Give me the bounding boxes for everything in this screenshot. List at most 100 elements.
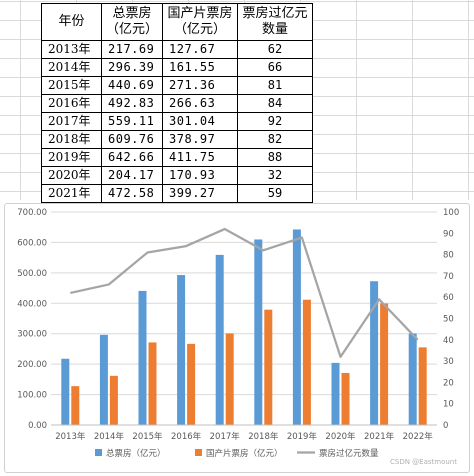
cell-year[interactable]: 2014年 <box>41 58 102 77</box>
bar-total <box>138 290 147 425</box>
cell-total[interactable]: 440.69 <box>100 76 164 95</box>
y-right-tick-label: 0 <box>443 421 448 431</box>
bar-domestic <box>148 342 157 425</box>
x-tick-label: 2022年 <box>403 431 434 442</box>
bar-domestic <box>302 299 311 425</box>
cell-domestic[interactable]: 170.93 <box>162 166 239 185</box>
cell-count[interactable]: 84 <box>237 94 314 113</box>
cell-total[interactable]: 559.11 <box>100 112 164 131</box>
table-row: 2017年 559.11 301.04 92 <box>41 112 314 131</box>
cell-total[interactable]: 217.69 <box>100 40 164 59</box>
cell-year[interactable]: 2020年 <box>41 166 102 185</box>
cell-count[interactable]: 81 <box>237 76 314 95</box>
x-tick-label: 2019年 <box>287 431 318 442</box>
bar-total <box>254 239 263 425</box>
table-row: 2014年 296.39 161.55 66 <box>41 58 314 77</box>
bar-total <box>99 334 108 425</box>
cell-domestic[interactable]: 411.75 <box>162 148 239 167</box>
cell-domestic[interactable]: 378.97 <box>162 130 239 149</box>
box-office-table: 年份 总票房 （亿元） 国产片票房 （亿元） 票房过亿元 数量 2013年 217.69… <box>41 3 314 221</box>
header-year[interactable]: 年份 <box>41 3 102 41</box>
cell-domestic[interactable]: 127.67 <box>162 40 239 59</box>
bar-total <box>61 358 70 425</box>
cell-total[interactable]: 492.83 <box>100 94 164 113</box>
x-tick-label: 2017年 <box>210 431 241 442</box>
x-tick-label: 2014年 <box>94 431 125 442</box>
table-row: 2018年 609.76 378.97 82 <box>41 130 314 149</box>
legend-swatch <box>95 449 102 456</box>
y-left-tick-label: 600.00 <box>17 238 47 248</box>
bar-total <box>370 281 379 425</box>
table-row: 2020年 204.17 170.93 32 <box>41 166 314 185</box>
legend-label: 国产片票房（亿元） <box>206 448 283 459</box>
combo-chart[interactable]: 0.00 100.00 200.00 300.00 400.00 500.00 600.00… <box>4 203 470 473</box>
cell-year[interactable]: 2013年 <box>41 40 102 59</box>
cell-total[interactable]: 609.76 <box>100 130 164 149</box>
y-right-tick-label: 40 <box>443 336 454 346</box>
y-left-tick-label: 500.00 <box>17 269 47 279</box>
cell-count[interactable]: 88 <box>237 148 314 167</box>
header-domestic-box-office[interactable]: 国产片票房 （亿元） <box>162 3 239 41</box>
cell-count[interactable]: 82 <box>237 130 314 149</box>
cell-year[interactable]: 2017年 <box>41 112 102 131</box>
cell-year[interactable]: 2018年 <box>41 130 102 149</box>
cell-total[interactable]: 642.66 <box>100 148 164 167</box>
cell-domestic[interactable]: 271.36 <box>162 76 239 95</box>
y-right-tick-label: 80 <box>443 251 454 261</box>
cell-domestic[interactable]: 161.55 <box>162 58 239 77</box>
y-right-tick-label: 60 <box>443 293 454 303</box>
x-tick-label: 2021年 <box>364 431 395 442</box>
bar-domestic <box>418 347 427 425</box>
bar-domestic <box>109 375 118 425</box>
bar-total <box>292 229 301 425</box>
cell-count[interactable]: 62 <box>237 40 314 59</box>
y-right-tick-label: 20 <box>443 378 454 388</box>
bar-total <box>177 275 186 425</box>
bar-domestic <box>341 372 350 425</box>
y-right-tick-label: 10 <box>443 400 454 410</box>
y-left-tick-label: 300.00 <box>17 330 47 340</box>
line-series-count <box>70 227 419 358</box>
header-count-text: 票房过亿元 数量 <box>242 6 308 37</box>
legend-label: 票房过亿元数量 <box>319 448 379 459</box>
table-row: 2013年 217.69 127.67 62 <box>41 40 314 59</box>
y-left-tick-label: 700.00 <box>17 208 47 218</box>
cell-year[interactable]: 2015年 <box>41 76 102 95</box>
legend-swatch <box>195 449 202 456</box>
y-left-tick-label: 400.00 <box>17 299 47 309</box>
bar-domestic <box>225 333 234 425</box>
cell-year[interactable]: 2016年 <box>41 94 102 113</box>
bar-total <box>215 254 224 425</box>
header-total-box-office[interactable]: 总票房 （亿元） <box>100 3 164 41</box>
bar-total <box>331 362 340 425</box>
y-right-tick-label: 90 <box>443 229 454 239</box>
x-tick-label: 2016年 <box>171 431 202 442</box>
header-films-over-100m[interactable]: 票房过亿元 数量 <box>237 3 314 41</box>
x-tick-label: 2015年 <box>132 431 163 442</box>
table-row: 2016年 492.83 266.63 84 <box>41 94 314 113</box>
cell-year[interactable]: 2019年 <box>41 148 102 167</box>
cell-domestic[interactable]: 301.04 <box>162 112 239 131</box>
cell-count[interactable]: 32 <box>237 166 314 185</box>
cell-count[interactable]: 66 <box>237 58 314 77</box>
x-tick-label: 2018年 <box>248 431 279 442</box>
cell-domestic[interactable]: 266.63 <box>162 94 239 113</box>
table-row: 2019年 642.66 411.75 88 <box>41 148 314 167</box>
y-left-tick-label: 200.00 <box>17 360 47 370</box>
cell-count[interactable]: 59 <box>237 184 314 203</box>
table-row: 2021年 472.58 399.27 59 <box>41 184 314 203</box>
watermark-text: CSDN @Eastmount <box>389 458 457 466</box>
cell-total[interactable]: 296.39 <box>100 58 164 77</box>
y-right-tick-label: 50 <box>443 315 454 325</box>
bar-total <box>408 333 417 425</box>
x-tick-label: 2020年 <box>325 431 356 442</box>
cell-year[interactable]: 2021年 <box>41 184 102 203</box>
bar-domestic <box>264 309 273 425</box>
cell-total[interactable]: 204.17 <box>100 166 164 185</box>
bar-domestic <box>71 386 80 425</box>
bar-domestic <box>187 343 196 425</box>
table-header-row: 年份 总票房 （亿元） 国产片票房 （亿元） 票房过亿元 数量 <box>41 3 314 41</box>
cell-total[interactable]: 472.58 <box>100 184 164 203</box>
cell-count[interactable]: 92 <box>237 112 314 131</box>
cell-domestic[interactable]: 399.27 <box>162 184 239 203</box>
